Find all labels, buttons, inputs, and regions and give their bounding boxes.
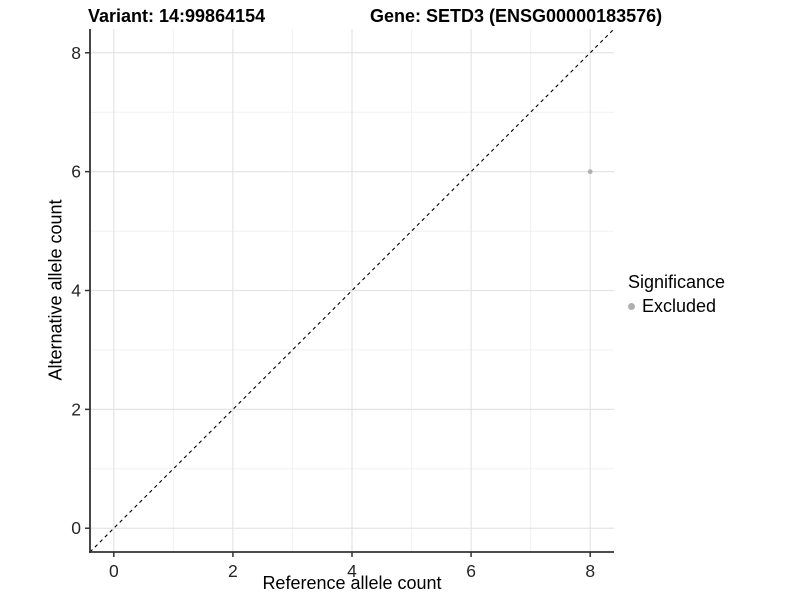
x-tick-label: 6: [466, 561, 476, 581]
x-tick-label: 4: [347, 561, 357, 581]
y-tick-label: 0: [71, 518, 81, 538]
y-axis-title: Alternative allele count: [45, 199, 66, 381]
legend-entry-label: Excluded: [642, 296, 717, 316]
y-tick-label: 4: [71, 281, 81, 301]
axis-ticks: [85, 52, 591, 557]
legend-title: Significance: [628, 272, 726, 292]
x-axis-title: Reference allele count: [262, 573, 442, 593]
x-tick-label: 2: [228, 561, 238, 581]
data-points: [587, 169, 593, 175]
y-tick-label: 6: [71, 162, 81, 182]
variant-title: Variant: 14:99864154: [88, 6, 266, 26]
identity-line: [89, 28, 615, 553]
legend-entry-excluded: Excluded: [628, 296, 725, 317]
gene-title: Gene: SETD3 (ENSG00000183576): [370, 6, 663, 26]
axis-tick-labels: 0 2 4 6 8 0 2 4 6 8: [71, 43, 595, 581]
identity-reference-line: [89, 28, 615, 553]
legend: Significance Excluded: [628, 272, 725, 317]
x-tick-label: 8: [585, 561, 595, 581]
x-tick-label: 0: [109, 561, 119, 581]
grid-major-lines: [90, 29, 614, 552]
data-point: [587, 169, 593, 175]
y-tick-label: 2: [71, 399, 81, 419]
legend-key-dot-icon: [628, 303, 635, 310]
y-tick-label: 8: [71, 43, 81, 63]
